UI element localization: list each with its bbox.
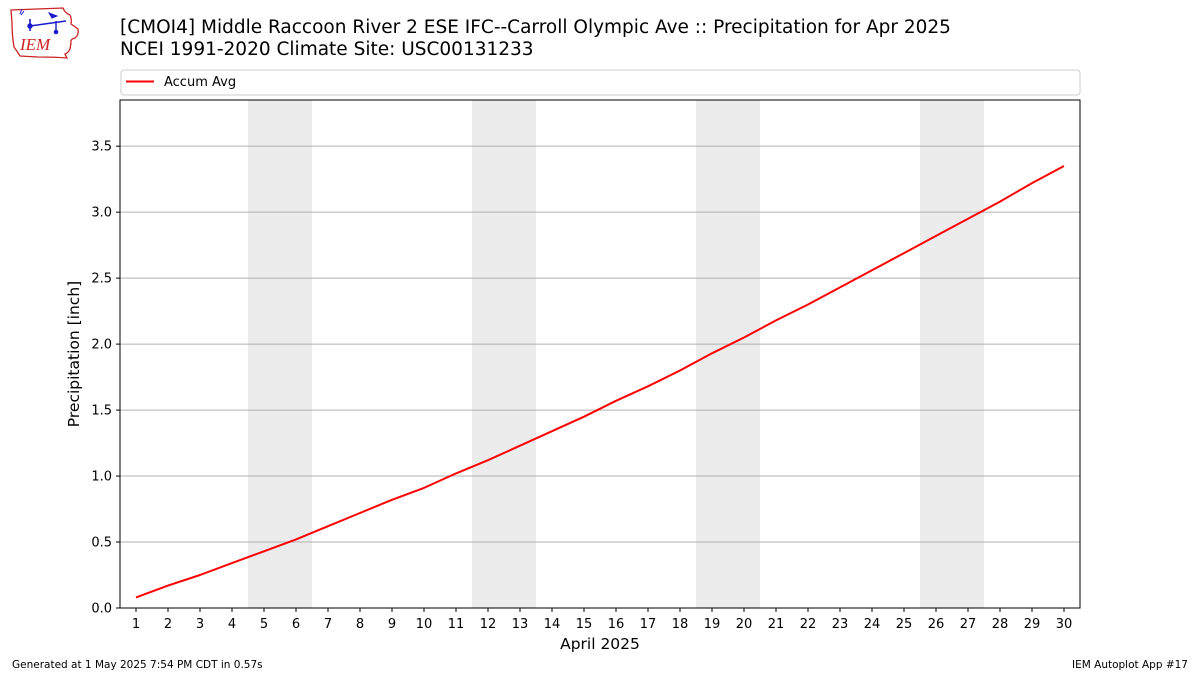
weather-station-icon [19,8,67,35]
y-tick-label: 1.5 [91,404,112,419]
x-tick-label: 25 [896,617,913,632]
x-tick-label: 26 [928,617,945,632]
x-tick-label: 15 [576,617,593,632]
plot-frame [119,99,1081,609]
x-tick-label: 19 [704,617,721,632]
legend-frame [120,69,1081,96]
x-tick-label: 12 [480,617,497,632]
x-tick-label: 21 [768,617,785,632]
x-tick-label: 30 [1056,617,1073,632]
x-tick-label: 5 [260,617,268,632]
x-tick-label: 9 [388,617,396,632]
weekend-band-4 [920,100,984,608]
x-tick-label: 8 [356,617,364,632]
y-axis-label: Precipitation [inch] [65,281,83,427]
y-tick-label: 2.0 [91,338,112,353]
x-tick-label: 17 [640,617,657,632]
x-tick-label: 11 [448,617,465,632]
y-tick-label: 3.0 [91,206,112,221]
y-tick-label: 2.5 [91,272,112,287]
x-tick-label: 3 [196,617,204,632]
x-tick-label: 6 [292,617,300,632]
x-tick-label: 24 [864,617,881,632]
legend-box: Accum Avg [120,69,1081,96]
x-tick-label: 20 [736,617,753,632]
x-tick-label: 27 [960,617,977,632]
x-axis-ticks: 1 2 3 4 5 6 7 8 9 10 11 12 13 14 15 16 17 18 19 20 21 22 23 24 2… [132,608,1072,632]
accum-avg-line [135,165,1065,599]
chart-title-line2: NCEI 1991-2020 Climate Site: USC00131233 [120,39,534,60]
legend-label: Accum Avg [164,75,236,90]
x-tick-label: 23 [832,617,849,632]
x-tick-label: 28 [992,617,1009,632]
x-tick-label: 14 [544,617,561,632]
chart-title-line1: [CMOI4] Middle Raccoon River 2 ESE IFC--… [120,17,951,38]
x-tick-label: 29 [1024,617,1041,632]
weekend-bands [248,100,984,608]
x-tick-label: 2 [164,617,172,632]
weekend-band-1 [248,100,312,608]
x-axis-label: April 2025 [560,635,640,653]
weekend-band-3 [696,100,760,608]
x-tick-label: 18 [672,617,689,632]
iem-logo: IEM [10,7,79,59]
x-tick-label: 16 [608,617,625,632]
x-tick-label: 13 [512,617,529,632]
y-tick-label: 1.0 [91,470,112,485]
chart-title: [CMOI4] Middle Raccoon River 2 ESE IFC--… [120,17,951,61]
y-axis-ticks: 0.0 0.5 1.0 1.5 2.0 2.5 3.0 3.5 [91,140,120,617]
y-tick-label: 3.5 [91,140,112,155]
app-label: IEM Autoplot App #17 [1072,659,1188,671]
weekend-band-2 [472,100,536,608]
x-tick-label: 22 [800,617,817,632]
x-tick-label: 1 [132,617,140,632]
y-tick-label: 0.0 [91,602,112,617]
x-tick-label: 7 [324,617,332,632]
logo-text: IEM [19,35,51,54]
x-tick-label: 4 [228,617,236,632]
x-tick-label: 10 [416,617,433,632]
y-tick-label: 0.5 [91,536,112,551]
generated-timestamp: Generated at 1 May 2025 7:54 PM CDT in 0… [12,659,263,671]
iowa-state-outline [10,7,79,59]
